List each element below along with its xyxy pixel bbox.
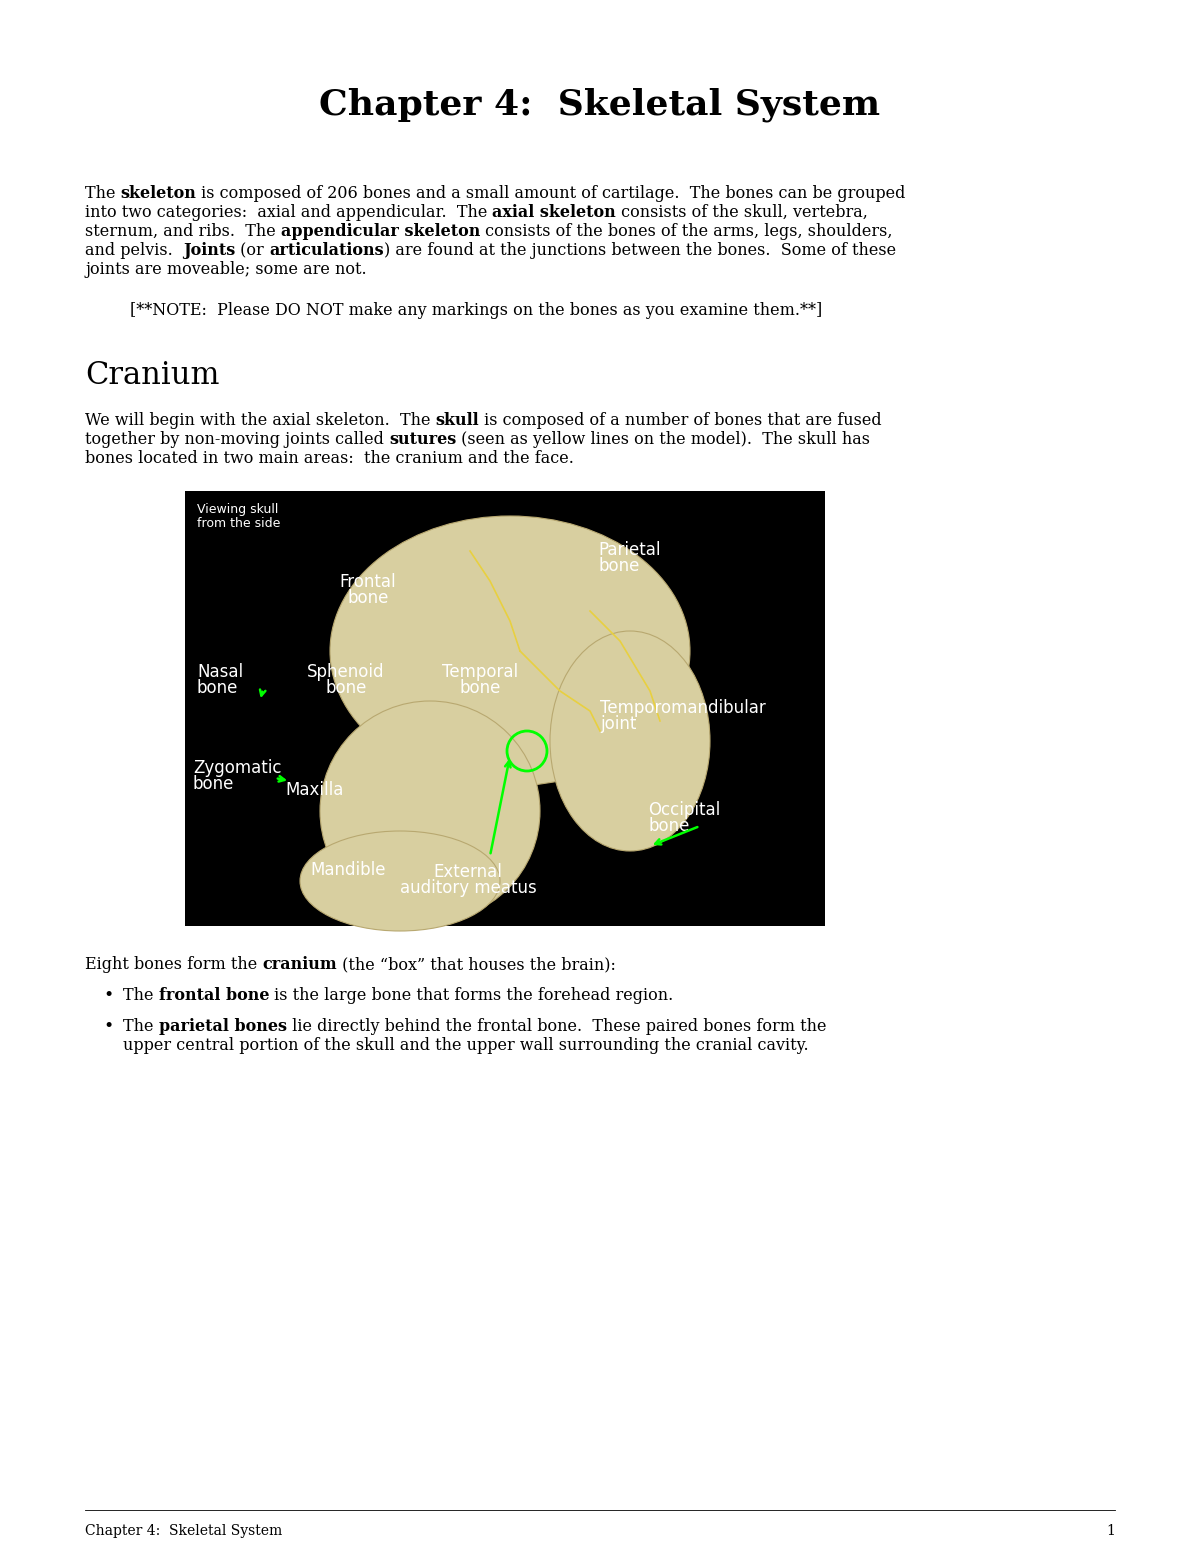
Text: Joints: Joints [182,242,235,259]
Text: Occipital: Occipital [648,801,720,818]
Text: lie directly behind the frontal bone.  These paired bones form the: lie directly behind the frontal bone. Th… [287,1019,826,1034]
Text: The: The [124,988,158,1003]
Text: sutures: sutures [389,432,456,447]
Ellipse shape [320,700,540,921]
Text: axial skeleton: axial skeleton [492,203,617,221]
Text: auditory meatus: auditory meatus [400,879,536,898]
Text: consists of the skull, vertebra,: consists of the skull, vertebra, [617,203,868,221]
Text: bone: bone [598,558,640,575]
Text: •: • [103,988,113,1003]
Text: bone: bone [325,679,367,697]
Text: The: The [85,185,121,202]
Text: joint: joint [600,714,636,733]
Text: from the side: from the side [197,517,281,530]
Text: [**NOTE:  Please DO NOT make any markings on the bones as you examine them.**]: [**NOTE: Please DO NOT make any markings… [130,301,822,318]
Text: skeleton: skeleton [121,185,197,202]
Ellipse shape [550,631,710,851]
Text: is composed of 206 bones and a small amount of cartilage.  The bones can be grou: is composed of 206 bones and a small amo… [197,185,906,202]
Text: together by non-moving joints called: together by non-moving joints called [85,432,389,447]
Text: sternum, and ribs.  The: sternum, and ribs. The [85,224,281,241]
Text: upper central portion of the skull and the upper wall surrounding the cranial ca: upper central portion of the skull and t… [124,1037,809,1054]
Text: Temporomandibular: Temporomandibular [600,699,766,717]
Text: joints are moveable; some are not.: joints are moveable; some are not. [85,261,367,278]
Text: articulations: articulations [269,242,384,259]
Text: bone: bone [347,589,389,607]
Text: bone: bone [648,817,689,836]
Text: is the large bone that forms the forehead region.: is the large bone that forms the forehea… [269,988,673,1003]
Text: bone: bone [460,679,500,697]
Text: Chapter 4:  Skeletal System: Chapter 4: Skeletal System [319,89,881,123]
Text: The: The [124,1019,158,1034]
Ellipse shape [330,516,690,786]
Text: •: • [103,1019,113,1034]
Text: Frontal: Frontal [340,573,396,592]
Text: appendicular skeleton: appendicular skeleton [281,224,480,241]
Text: bones located in two main areas:  the cranium and the face.: bones located in two main areas: the cra… [85,450,574,467]
Text: Chapter 4:  Skeletal System: Chapter 4: Skeletal System [85,1523,282,1537]
Text: into two categories:  axial and appendicular.  The: into two categories: axial and appendicu… [85,203,492,221]
Text: Parietal: Parietal [598,540,660,559]
Text: (seen as yellow lines on the model).  The skull has: (seen as yellow lines on the model). The… [456,432,870,447]
Text: Viewing skull: Viewing skull [197,503,278,516]
Ellipse shape [300,831,500,930]
Text: External: External [433,863,503,881]
Text: Zygomatic: Zygomatic [193,759,282,776]
Text: Cranium: Cranium [85,360,220,391]
Text: bone: bone [197,679,239,697]
Text: We will begin with the axial skeleton.  The: We will begin with the axial skeleton. T… [85,412,436,429]
Text: parietal bones: parietal bones [158,1019,287,1034]
Text: (or: (or [235,242,269,259]
Text: Maxilla: Maxilla [286,781,344,798]
Bar [185,491,826,926]
Text: consists of the bones of the arms, legs, shoulders,: consists of the bones of the arms, legs,… [480,224,893,241]
Text: 1: 1 [1106,1523,1115,1537]
Text: cranium: cranium [263,957,337,974]
Text: (the “box” that houses the brain):: (the “box” that houses the brain): [337,957,616,974]
Text: Mandible: Mandible [311,860,385,879]
Text: frontal bone: frontal bone [158,988,269,1003]
Text: ) are found at the junctions between the bones.  Some of these: ) are found at the junctions between the… [384,242,896,259]
Text: Nasal: Nasal [197,663,244,682]
Text: is composed of a number of bones that are fused: is composed of a number of bones that ar… [479,412,882,429]
Text: Eight bones form the: Eight bones form the [85,957,263,974]
Text: Temporal: Temporal [442,663,518,682]
Text: and pelvis.: and pelvis. [85,242,182,259]
Text: bone: bone [193,775,234,794]
Text: Sphenoid: Sphenoid [307,663,385,682]
Text: skull: skull [436,412,479,429]
